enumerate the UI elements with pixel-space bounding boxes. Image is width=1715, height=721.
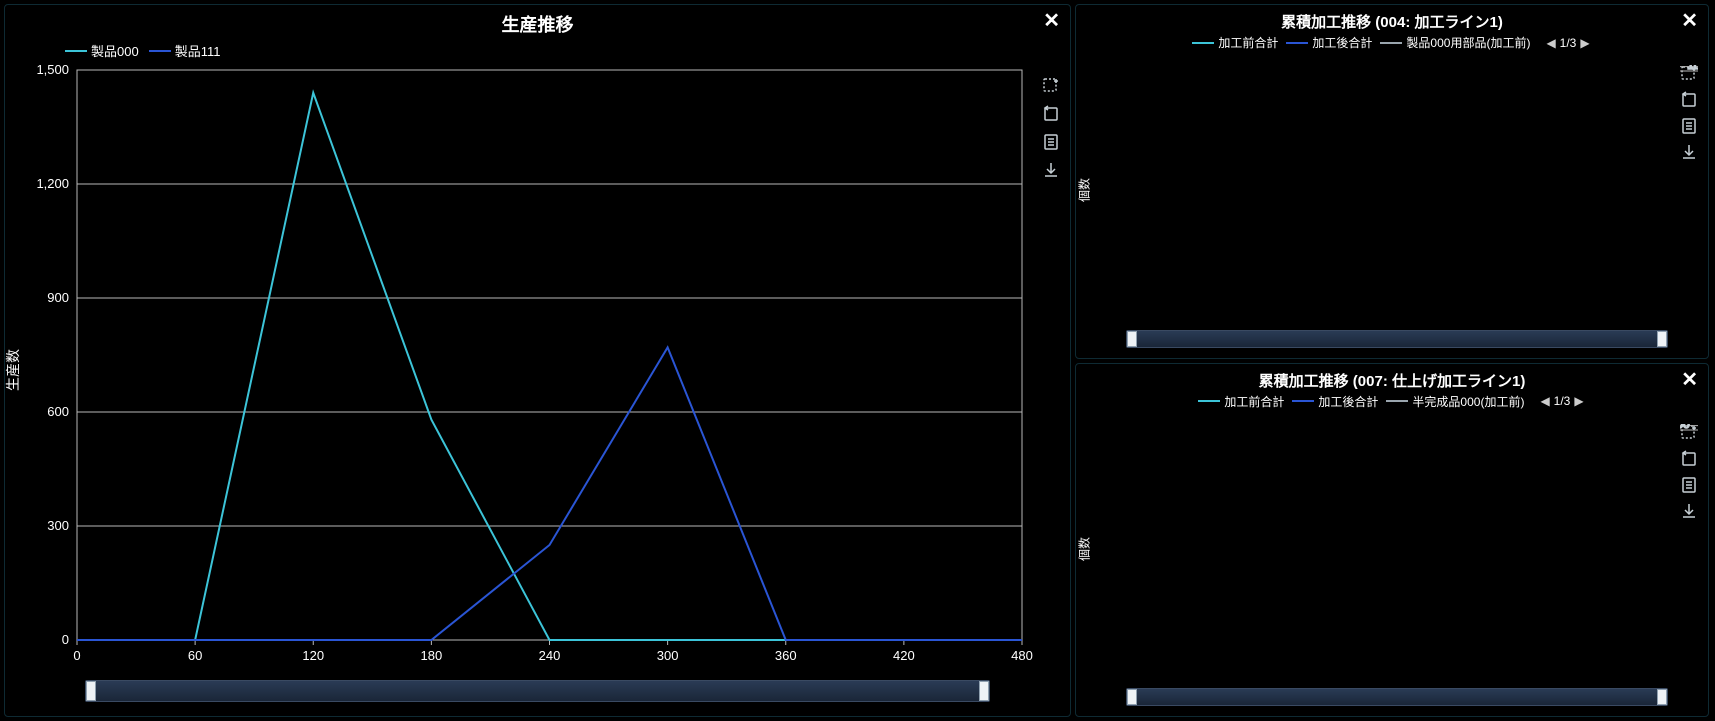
legend-item[interactable]: 加工前合計 — [1192, 34, 1278, 51]
close-icon[interactable]: ✕ — [1681, 370, 1698, 390]
range-slider[interactable] — [85, 680, 990, 702]
legend-swatch — [65, 50, 87, 52]
pager: ◀1/3▶ — [1538, 394, 1585, 408]
legend-label: 加工後合計 — [1312, 34, 1372, 51]
legend-item[interactable]: 加工後合計 — [1292, 393, 1378, 410]
legend-swatch — [1286, 42, 1308, 44]
svg-text:1,200: 1,200 — [36, 176, 69, 191]
legend: 加工前合計 加工後合計 製品000用部品(加工前) ◀1/3▶ — [1076, 32, 1708, 51]
svg-text:420: 420 — [893, 648, 915, 663]
legend-label: 製品000 — [91, 41, 139, 60]
svg-text:300: 300 — [657, 648, 679, 663]
legend: 加工前合計 加工後合計 半完成品000(加工前) ◀1/3▶ — [1076, 391, 1708, 410]
legend-label: 半完成品000(加工前) — [1412, 393, 1524, 410]
pager-prev-icon[interactable]: ◀ — [1544, 36, 1557, 50]
legend-swatch — [1386, 400, 1408, 402]
legend-item[interactable]: 加工前合計 — [1198, 393, 1284, 410]
panel-production-trend: 生産推移 ✕ 製品000製品111 生産数 03006009001,2001,5… — [4, 4, 1071, 717]
legend-item[interactable]: 製品000 — [65, 41, 139, 60]
panel-small2: 累積加工推移 (007: 仕上げ加工ライン1) ✕ 加工前合計 加工後合計 半完成品00… — [1075, 363, 1709, 718]
range-handle-right[interactable] — [1657, 331, 1667, 347]
range-handle-left[interactable] — [86, 681, 96, 701]
svg-text:120: 120 — [302, 648, 324, 663]
legend-item[interactable]: 製品000用部品(加工前) — [1380, 34, 1530, 51]
panel-title: 累積加工推移 (004: 加工ライン1) — [1281, 14, 1503, 31]
dashboard-root: 生産推移 ✕ 製品000製品111 生産数 03006009001,2001,5… — [0, 0, 1715, 721]
chart-area: 生産数 03006009001,2001,5000601201802403003… — [5, 60, 1070, 680]
legend: 製品000 製品111 — [5, 37, 1070, 60]
chart-svg — [1076, 51, 1708, 330]
close-icon[interactable]: ✕ — [1681, 11, 1698, 31]
panel-title: 累積加工推移 (007: 仕上げ加工ライン1) — [1259, 373, 1526, 390]
range-handle-right[interactable] — [1657, 689, 1667, 705]
series-line — [77, 93, 1022, 640]
svg-text:0: 0 — [73, 648, 80, 663]
pager-prev-icon[interactable]: ◀ — [1538, 394, 1551, 408]
panel-small1: 累積加工推移 (004: 加工ライン1) ✕ 加工前合計 加工後合計 製品000用部品(… — [1075, 4, 1709, 359]
legend-label: 加工後合計 — [1318, 393, 1378, 410]
svg-text:1,500: 1,500 — [36, 62, 69, 77]
svg-text:300: 300 — [47, 518, 69, 533]
range-handle-left[interactable] — [1127, 331, 1137, 347]
series-line — [77, 347, 1022, 640]
legend-item[interactable]: 半完成品000(加工前) — [1386, 393, 1524, 410]
svg-text:600: 600 — [47, 404, 69, 419]
legend-item[interactable]: 加工後合計 — [1286, 34, 1372, 51]
range-handle-left[interactable] — [1127, 689, 1137, 705]
svg-text:240: 240 — [539, 648, 561, 663]
pager-text: 1/3 — [1554, 394, 1571, 408]
svg-text:0: 0 — [62, 632, 69, 647]
chart-area: 個数 — [1076, 51, 1708, 330]
panel-title: 生産推移 — [502, 15, 574, 35]
chart-area: 個数 — [1076, 410, 1708, 689]
legend-swatch — [1192, 42, 1214, 44]
svg-text:360: 360 — [775, 648, 797, 663]
svg-text:180: 180 — [421, 648, 443, 663]
legend-swatch — [1380, 42, 1402, 44]
svg-text:60: 60 — [188, 648, 202, 663]
legend-label: 製品111 — [175, 41, 221, 60]
legend-swatch — [1198, 400, 1220, 402]
range-handle-right[interactable] — [979, 681, 989, 701]
range-slider[interactable] — [1126, 330, 1668, 348]
pager: ◀1/3▶ — [1544, 36, 1591, 50]
legend-label: 加工前合計 — [1224, 393, 1284, 410]
legend-swatch — [149, 50, 171, 52]
legend-label: 加工前合計 — [1218, 34, 1278, 51]
range-slider[interactable] — [1126, 688, 1668, 706]
panel-header: 生産推移 ✕ — [5, 5, 1070, 37]
chart-svg: 0 300 600 900 1,200 1,500 0 60 120 180 240 300 360 42… — [5, 60, 1070, 680]
svg-text:480: 480 — [1011, 648, 1033, 663]
panel-header: 累積加工推移 (007: 仕上げ加工ライン1) ✕ — [1076, 364, 1708, 391]
svg-text:900: 900 — [47, 290, 69, 305]
pager-next-icon[interactable]: ▶ — [1572, 394, 1585, 408]
right-column: 累積加工推移 (004: 加工ライン1)✕加工前合計加工後合計製品000用部品(… — [1075, 4, 1709, 717]
legend-swatch — [1292, 400, 1314, 402]
pager-text: 1/3 — [1560, 36, 1577, 50]
legend-label: 製品000用部品(加工前) — [1406, 34, 1530, 51]
panel-header: 累積加工推移 (004: 加工ライン1) ✕ — [1076, 5, 1708, 32]
close-icon[interactable]: ✕ — [1043, 11, 1060, 31]
pager-next-icon[interactable]: ▶ — [1578, 36, 1591, 50]
legend-item[interactable]: 製品111 — [149, 41, 221, 60]
chart-svg — [1076, 410, 1708, 689]
